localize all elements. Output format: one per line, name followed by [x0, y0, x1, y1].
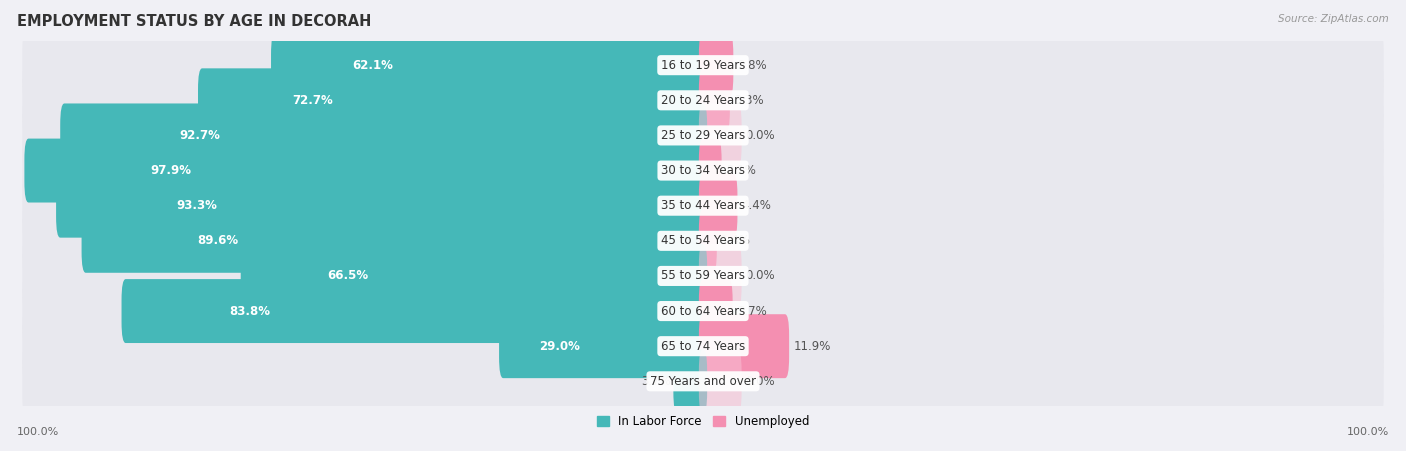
Text: 100.0%: 100.0% [17, 428, 59, 437]
FancyBboxPatch shape [699, 244, 741, 308]
Text: 97.9%: 97.9% [150, 164, 191, 177]
FancyBboxPatch shape [699, 33, 734, 97]
FancyBboxPatch shape [673, 350, 707, 413]
Text: 29.0%: 29.0% [538, 340, 581, 353]
FancyBboxPatch shape [22, 199, 1384, 283]
Text: 25 to 29 Years: 25 to 29 Years [661, 129, 745, 142]
Text: 3.3%: 3.3% [734, 94, 763, 107]
Text: 1.4%: 1.4% [721, 235, 751, 247]
FancyBboxPatch shape [699, 69, 730, 132]
Text: 0.0%: 0.0% [745, 375, 775, 388]
Text: 55 to 59 Years: 55 to 59 Years [661, 269, 745, 282]
FancyBboxPatch shape [22, 304, 1384, 388]
Text: 2.1%: 2.1% [725, 164, 755, 177]
Text: 72.7%: 72.7% [292, 94, 333, 107]
FancyBboxPatch shape [499, 314, 707, 378]
Text: Source: ZipAtlas.com: Source: ZipAtlas.com [1278, 14, 1389, 23]
FancyBboxPatch shape [699, 174, 738, 238]
Text: 3.8%: 3.8% [738, 59, 768, 72]
FancyBboxPatch shape [82, 209, 707, 273]
FancyBboxPatch shape [22, 234, 1384, 318]
FancyBboxPatch shape [198, 69, 707, 132]
Text: 4.4%: 4.4% [741, 199, 772, 212]
FancyBboxPatch shape [22, 129, 1384, 212]
FancyBboxPatch shape [22, 94, 1384, 177]
Text: 100.0%: 100.0% [1347, 428, 1389, 437]
FancyBboxPatch shape [24, 138, 707, 202]
Text: 20 to 24 Years: 20 to 24 Years [661, 94, 745, 107]
Text: 3.7%: 3.7% [641, 375, 671, 388]
Text: 75 Years and over: 75 Years and over [650, 375, 756, 388]
Text: 30 to 34 Years: 30 to 34 Years [661, 164, 745, 177]
Text: 60 to 64 Years: 60 to 64 Years [661, 304, 745, 318]
Text: 65 to 74 Years: 65 to 74 Years [661, 340, 745, 353]
Text: 35 to 44 Years: 35 to 44 Years [661, 199, 745, 212]
FancyBboxPatch shape [699, 138, 721, 202]
FancyBboxPatch shape [22, 164, 1384, 248]
FancyBboxPatch shape [22, 340, 1384, 423]
FancyBboxPatch shape [699, 314, 789, 378]
Text: 62.1%: 62.1% [352, 59, 394, 72]
Text: 0.0%: 0.0% [745, 269, 775, 282]
FancyBboxPatch shape [22, 23, 1384, 107]
FancyBboxPatch shape [22, 59, 1384, 142]
Text: 92.7%: 92.7% [180, 129, 221, 142]
FancyBboxPatch shape [56, 174, 707, 238]
Text: 3.7%: 3.7% [737, 304, 766, 318]
FancyBboxPatch shape [699, 209, 717, 273]
Text: 0.0%: 0.0% [745, 129, 775, 142]
FancyBboxPatch shape [240, 244, 707, 308]
Text: 89.6%: 89.6% [197, 235, 238, 247]
FancyBboxPatch shape [271, 33, 707, 97]
Text: EMPLOYMENT STATUS BY AGE IN DECORAH: EMPLOYMENT STATUS BY AGE IN DECORAH [17, 14, 371, 28]
Text: 83.8%: 83.8% [229, 304, 270, 318]
FancyBboxPatch shape [22, 269, 1384, 353]
Legend: In Labor Force, Unemployed: In Labor Force, Unemployed [592, 410, 814, 433]
Text: 45 to 54 Years: 45 to 54 Years [661, 235, 745, 247]
Text: 93.3%: 93.3% [176, 199, 217, 212]
Text: 16 to 19 Years: 16 to 19 Years [661, 59, 745, 72]
FancyBboxPatch shape [121, 279, 707, 343]
FancyBboxPatch shape [699, 103, 741, 167]
FancyBboxPatch shape [699, 350, 741, 413]
FancyBboxPatch shape [699, 279, 733, 343]
Text: 11.9%: 11.9% [793, 340, 831, 353]
FancyBboxPatch shape [60, 103, 707, 167]
Text: 66.5%: 66.5% [328, 269, 368, 282]
